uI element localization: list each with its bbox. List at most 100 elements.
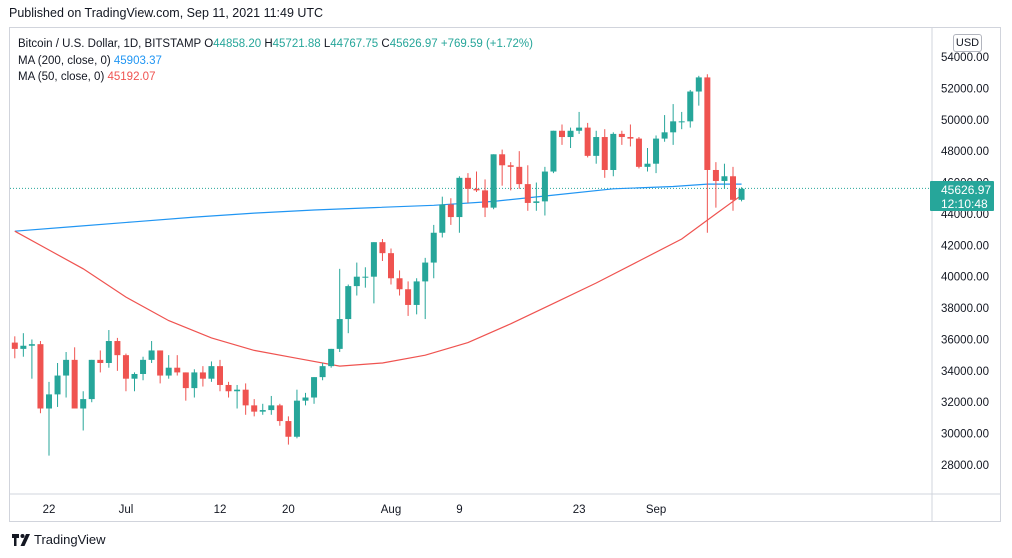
- ma50-row[interactable]: MA (50, close, 0) 45192.07: [18, 69, 533, 86]
- candle[interactable]: [199, 366, 206, 387]
- candle[interactable]: [46, 381, 52, 456]
- candle[interactable]: [473, 171, 480, 192]
- candle[interactable]: [507, 162, 514, 191]
- candle[interactable]: [627, 124, 634, 147]
- candle[interactable]: [464, 173, 471, 203]
- candle[interactable]: [370, 242, 377, 304]
- candle[interactable]: [105, 330, 112, 368]
- footer-brand[interactable]: TradingView: [12, 532, 106, 547]
- candle[interactable]: [259, 403, 266, 415]
- candle[interactable]: [293, 389, 300, 439]
- candle[interactable]: [670, 104, 677, 145]
- candle[interactable]: [302, 392, 309, 406]
- candle[interactable]: [20, 333, 27, 357]
- candle[interactable]: [439, 196, 446, 238]
- candle[interactable]: [550, 130, 557, 174]
- candle[interactable]: [405, 281, 412, 316]
- candle[interactable]: [97, 350, 104, 373]
- candle[interactable]: [559, 124, 565, 145]
- candle[interactable]: [593, 130, 600, 164]
- candle[interactable]: [268, 395, 275, 415]
- candle[interactable]: [140, 356, 147, 381]
- ma200-row[interactable]: MA (200, close, 0) 45903.37: [18, 53, 533, 70]
- candle[interactable]: [63, 352, 70, 398]
- candle[interactable]: [345, 284, 352, 334]
- candle[interactable]: [610, 132, 617, 177]
- candle[interactable]: [413, 278, 420, 315]
- candle[interactable]: [319, 363, 326, 381]
- candle[interactable]: [122, 353, 129, 392]
- symbol-name[interactable]: Bitcoin / U.S. Dollar, 1D, BITSTAMP: [18, 38, 201, 50]
- candle[interactable]: [234, 384, 241, 409]
- candle[interactable]: [456, 176, 463, 233]
- candle[interactable]: [704, 74, 711, 233]
- candle[interactable]: [524, 165, 531, 211]
- candle[interactable]: [174, 355, 181, 376]
- candle[interactable]: [353, 262, 360, 296]
- candle[interactable]: [644, 148, 651, 172]
- chart-frame: [9, 27, 1001, 522]
- candle[interactable]: [499, 149, 506, 186]
- currency-button[interactable]: USD: [953, 34, 982, 52]
- candle[interactable]: [430, 224, 437, 279]
- candle[interactable]: [37, 341, 44, 414]
- candle[interactable]: [225, 381, 232, 398]
- candle[interactable]: [362, 267, 369, 288]
- candle[interactable]: [635, 137, 642, 169]
- candle[interactable]: [71, 347, 78, 409]
- candle[interactable]: [251, 399, 258, 417]
- candle[interactable]: [687, 89, 694, 128]
- candle[interactable]: [148, 341, 155, 363]
- candle[interactable]: [11, 336, 18, 359]
- candle-body: [80, 399, 87, 409]
- candle[interactable]: [721, 163, 728, 189]
- candle[interactable]: [88, 359, 95, 403]
- candle[interactable]: [738, 187, 745, 202]
- candle[interactable]: [396, 270, 403, 296]
- candle[interactable]: [28, 339, 35, 379]
- candle[interactable]: [490, 154, 497, 210]
- candle-body: [576, 127, 583, 131]
- candle[interactable]: [730, 166, 736, 211]
- candle[interactable]: [482, 179, 489, 218]
- candle[interactable]: [285, 416, 292, 445]
- candle[interactable]: [80, 391, 87, 431]
- candle[interactable]: [422, 257, 429, 320]
- candle[interactable]: [182, 372, 189, 401]
- candle[interactable]: [712, 162, 719, 208]
- candle[interactable]: [576, 111, 583, 134]
- candle[interactable]: [328, 348, 335, 368]
- candle[interactable]: [208, 361, 215, 382]
- candle-body: [311, 377, 318, 398]
- candle[interactable]: [695, 75, 702, 106]
- candle-body: [490, 154, 497, 208]
- candle[interactable]: [114, 337, 121, 371]
- candle[interactable]: [131, 372, 138, 392]
- candle[interactable]: [584, 122, 591, 158]
- candle[interactable]: [311, 377, 318, 404]
- candle[interactable]: [618, 130, 625, 145]
- candle[interactable]: [217, 359, 223, 392]
- candle[interactable]: [157, 350, 164, 384]
- candle[interactable]: [567, 127, 574, 149]
- candle[interactable]: [336, 268, 343, 353]
- candle[interactable]: [533, 182, 540, 211]
- candle[interactable]: [276, 403, 283, 426]
- candle[interactable]: [661, 115, 668, 142]
- candle[interactable]: [54, 363, 61, 407]
- candle[interactable]: [388, 248, 394, 285]
- ma50-label: MA (50, close, 0): [18, 71, 105, 83]
- ohlc-row: Bitcoin / U.S. Dollar, 1D, BITSTAMP O448…: [18, 36, 533, 53]
- candle[interactable]: [379, 239, 386, 261]
- candle[interactable]: [516, 151, 523, 189]
- candle[interactable]: [165, 355, 172, 379]
- candle[interactable]: [678, 111, 685, 130]
- candle[interactable]: [242, 383, 249, 415]
- candle[interactable]: [653, 135, 660, 174]
- candle[interactable]: [541, 166, 548, 216]
- candle[interactable]: [601, 129, 608, 178]
- candle-body: [131, 373, 138, 379]
- candle[interactable]: [447, 198, 454, 225]
- candle[interactable]: [191, 369, 198, 398]
